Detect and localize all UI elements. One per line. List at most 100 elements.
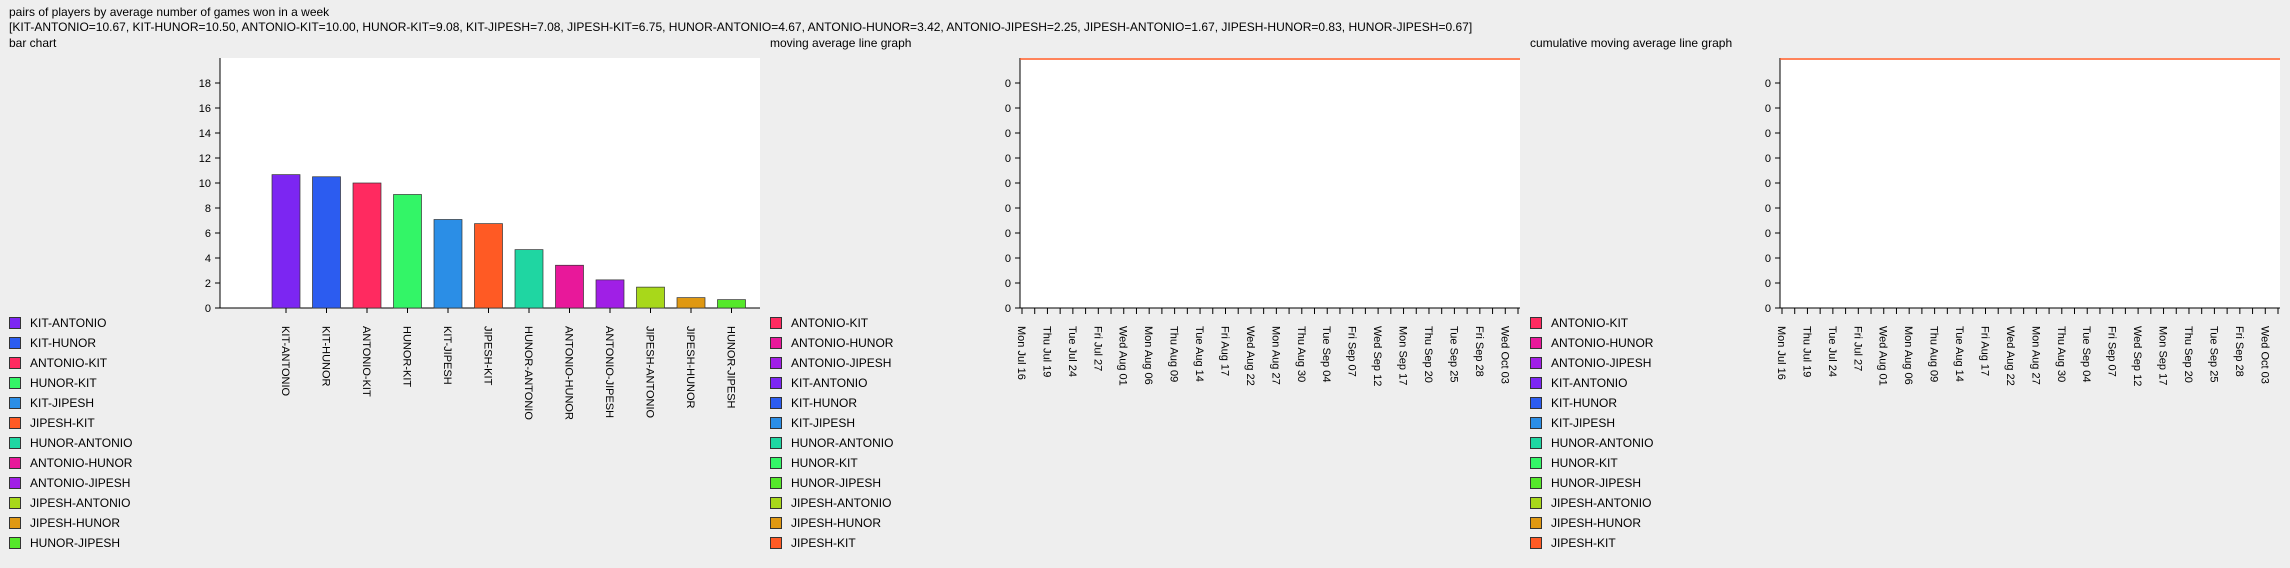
legend-label: JIPESH-KIT [1551, 536, 1616, 550]
bar-y-tick-label: 2 [205, 278, 211, 290]
ma-x-tick-label: Mon Aug 27 [1269, 326, 1281, 385]
legend-swatch [9, 537, 21, 549]
bar-x-tick-label: JIPESH-KIT [482, 326, 494, 386]
ma-x-tick-label: Wed Oct 03 [1498, 326, 1510, 384]
ma-x-tick-label: Thu Sep 20 [1422, 326, 1434, 383]
cma-y-tick-label: 0 [1765, 253, 1771, 265]
legend-item: ANTONIO-KIT [770, 313, 893, 333]
legend-swatch [1530, 337, 1542, 349]
ma-x-tick-label: Wed Aug 22 [1244, 326, 1256, 386]
cma-x-tick-label: Fri Jul 27 [1851, 326, 1863, 371]
cma-x-tick-label: Fri Sep 07 [2106, 326, 2118, 377]
cma-x-tick-label: Tue Sep 25 [2207, 326, 2219, 382]
legend-label: KIT-HUNOR [791, 396, 857, 410]
legend-label: HUNOR-JIPESH [791, 476, 882, 490]
legend-label: HUNOR-KIT [791, 456, 858, 470]
legend-swatch [770, 377, 782, 389]
bar-x-tick-label: HUNOR-KIT [401, 326, 413, 387]
cma-y-tick-label: 0 [1765, 228, 1771, 240]
legend-item: JIPESH-ANTONIO [1530, 493, 1653, 513]
legend-item: KIT-ANTONIO [9, 313, 132, 333]
legend-item: JIPESH-HUNOR [770, 513, 893, 533]
legend-swatch [770, 317, 782, 329]
ma-y-tick-label: 0 [1005, 128, 1011, 140]
legend-label: JIPESH-HUNOR [30, 516, 121, 530]
ma-x-tick-label: Mon Jul 16 [1015, 326, 1027, 380]
ma-y-tick-label: 0 [1005, 103, 1011, 115]
bar-antonio-hunor [555, 264, 584, 309]
legend-swatch [1530, 377, 1542, 389]
ma-x-tick-label: Tue Aug 14 [1193, 326, 1205, 382]
ma-x-tick-label: Mon Aug 06 [1142, 326, 1154, 385]
cma-x-tick-label: Thu Aug 09 [1928, 326, 1940, 382]
ma-y-tick-label: 0 [1005, 78, 1011, 90]
legend-item: KIT-ANTONIO [770, 373, 893, 393]
bar-kit-jipesh [433, 219, 463, 309]
legend-item: KIT-HUNOR [770, 393, 893, 413]
legend-swatch [1530, 457, 1542, 469]
legend-item: ANTONIO-JIPESH [770, 353, 893, 373]
bar-y-tick-label: 10 [199, 178, 211, 190]
legend-swatch [1530, 537, 1542, 549]
cma-x-tick-label: Tue Sep 04 [2080, 326, 2092, 382]
bar-chart-title: bar chart [9, 36, 57, 50]
legend-item: ANTONIO-KIT [1530, 313, 1653, 333]
cma-x-tick-label: Fri Aug 17 [1978, 326, 1990, 376]
ma-x-tick-label: Tue Sep 04 [1320, 326, 1332, 382]
ma-x-tick-label: Wed Aug 01 [1117, 326, 1129, 386]
bar-hunor-antonio [514, 249, 544, 309]
cma-x-tick-label: Wed Oct 03 [2258, 326, 2270, 384]
bar-x-tick-label: KIT-JIPESH [441, 326, 453, 385]
cma-y-tick-label: 0 [1765, 303, 1771, 315]
ma-x-tick-label: Thu Aug 30 [1295, 326, 1307, 382]
legend-label: HUNOR-ANTONIO [30, 436, 133, 450]
ma-x-tick-label: Fri Sep 07 [1346, 326, 1358, 377]
bar-chart-legend: KIT-ANTONIO KIT-HUNOR ANTONIO-KIT HUNOR-KIT… [9, 313, 132, 553]
bar-jipesh-kit [474, 223, 503, 309]
bar-kit-hunor [312, 176, 341, 309]
legend-label: HUNOR-ANTONIO [1551, 436, 1654, 450]
legend-swatch [9, 357, 21, 369]
ma-x-tick-label: Fri Sep 28 [1473, 326, 1485, 377]
legend-swatch [9, 317, 21, 329]
legend-item: KIT-HUNOR [1530, 393, 1653, 413]
legend-item: KIT-JIPESH [770, 413, 893, 433]
cma-x-tick-label: Wed Aug 01 [1877, 326, 1889, 386]
legend-swatch [9, 477, 21, 489]
ma-y-tick-label: 0 [1005, 253, 1011, 265]
ma-y-tick-label: 0 [1005, 153, 1011, 165]
legend-label: JIPESH-HUNOR [791, 516, 882, 530]
legend-swatch [1530, 357, 1542, 369]
legend-item: HUNOR-KIT [770, 453, 893, 473]
legend-swatch [9, 497, 21, 509]
legend-item: ANTONIO-KIT [9, 353, 132, 373]
bar-x-tick-label: KIT-ANTONIO [279, 326, 291, 397]
legend-label: JIPESH-ANTONIO [30, 496, 131, 510]
ma-x-tick-label: Wed Sep 12 [1371, 326, 1383, 386]
legend-label: JIPESH-KIT [30, 416, 95, 430]
ma-x-tick-label: Fri Jul 27 [1091, 326, 1103, 371]
legend-label: ANTONIO-HUNOR [791, 336, 894, 350]
ma-x-tick-label: Mon Sep 17 [1397, 326, 1409, 385]
bar-x-tick-label: HUNOR-ANTONIO [522, 326, 534, 420]
cma-x-tick-label: Mon Jul 16 [1775, 326, 1787, 380]
legend-item: JIPESH-KIT [1530, 533, 1653, 553]
legend-item: KIT-ANTONIO [1530, 373, 1653, 393]
cma-y-tick-label: 0 [1765, 278, 1771, 290]
legend-label: ANTONIO-JIPESH [791, 356, 892, 370]
cma-plot-area [1780, 58, 2280, 308]
legend-label: HUNOR-ANTONIO [791, 436, 894, 450]
ma-y-tick-label: 0 [1005, 203, 1011, 215]
legend-item: KIT-JIPESH [1530, 413, 1653, 433]
ma-x-tick-label: Fri Aug 17 [1218, 326, 1230, 376]
ma-plot-area [1020, 58, 1520, 308]
legend-item: HUNOR-JIPESH [1530, 473, 1653, 493]
bar-y-tick-label: 12 [199, 153, 211, 165]
legend-item: ANTONIO-HUNOR [1530, 333, 1653, 353]
legend-label: KIT-ANTONIO [1551, 376, 1628, 390]
cma-x-tick-label: Tue Aug 14 [1953, 326, 1965, 382]
legend-swatch [770, 397, 782, 409]
legend-swatch [9, 397, 21, 409]
legend-swatch [9, 457, 21, 469]
cma-x-tick-label: Mon Sep 17 [2157, 326, 2169, 385]
